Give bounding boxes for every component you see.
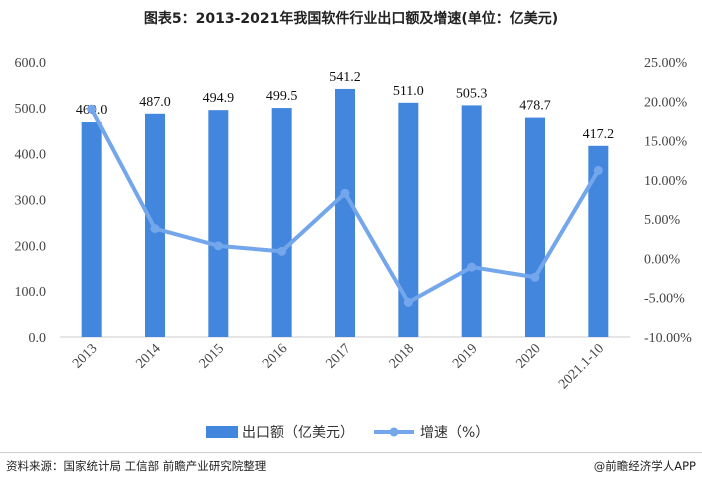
- growth-point: [150, 224, 160, 234]
- growth-point: [530, 272, 540, 282]
- bar-data-label: 541.2: [329, 70, 361, 85]
- right-axis-tick: -10.00%: [644, 331, 692, 346]
- growth-point: [403, 297, 413, 307]
- x-axis-tick: 2013: [70, 341, 100, 371]
- right-axis-tick: 5.00%: [644, 213, 681, 228]
- x-axis-tick: 2015: [197, 341, 227, 371]
- legend-line-marker: [389, 427, 399, 437]
- growth-point: [213, 241, 223, 251]
- bar-export: [208, 110, 229, 337]
- x-axis-tick: 2020: [513, 341, 543, 371]
- right-axis-tick: 15.00%: [644, 135, 688, 150]
- bar-export: [525, 117, 545, 338]
- bar-export: [335, 88, 355, 337]
- growth-point: [87, 104, 97, 114]
- source-note: 资料来源：国家统计局 工信部 前瞻产业研究院整理: [6, 459, 267, 473]
- chart-title: 图表5：2013-2021年我国软件行业出口额及增速(单位：亿美元): [143, 11, 559, 27]
- bar-data-label: 478.7: [519, 99, 551, 114]
- right-axis-tick: 25.00%: [644, 56, 688, 71]
- bar-data-label: 505.3: [456, 86, 488, 101]
- left-axis-tick: 300.0: [15, 194, 47, 209]
- left-axis-tick: 200.0: [15, 239, 47, 254]
- bar-export: [81, 122, 102, 338]
- growth-point: [593, 165, 603, 175]
- legend-bar-label: 出口额（亿美元）: [242, 425, 354, 441]
- growth-point: [467, 262, 477, 272]
- right-axis-tick: -5.00%: [644, 292, 685, 307]
- x-axis-tick: 2014: [133, 341, 163, 371]
- right-axis-tick: 0.00%: [644, 252, 681, 267]
- brand-label: @前瞻经济学人APP: [593, 459, 696, 473]
- left-axis-tick: 500.0: [15, 102, 47, 117]
- growth-point: [340, 188, 350, 198]
- legend-line-label: 增速（%）: [420, 425, 489, 441]
- left-axis-tick: 100.0: [15, 285, 47, 300]
- bar-export: [461, 105, 482, 337]
- growth-point: [277, 246, 287, 256]
- bar-data-label: 487.0: [139, 95, 171, 110]
- x-axis-tick: 2016: [260, 341, 290, 371]
- bar-data-label: 499.5: [266, 89, 298, 104]
- left-axis-tick: 400.0: [15, 148, 47, 163]
- bar-export: [398, 102, 419, 338]
- right-axis-tick: 10.00%: [644, 174, 688, 189]
- x-axis-tick: 2021.1-10: [556, 341, 607, 392]
- bar-data-label: 494.9: [203, 91, 235, 106]
- x-axis-tick: 2018: [387, 341, 417, 371]
- bar-export: [271, 108, 292, 337]
- x-axis-tick: 2017: [323, 341, 353, 371]
- left-axis-tick: 0.0: [29, 331, 47, 346]
- legend-bar-swatch: [206, 426, 238, 438]
- divider: [0, 452, 702, 453]
- x-axis-tick: 2019: [450, 341, 480, 371]
- left-axis-tick: 600.0: [15, 56, 47, 71]
- bar-export: [588, 145, 609, 337]
- bar-data-label: 511.0: [393, 84, 424, 99]
- bar-data-label: 417.2: [583, 127, 615, 142]
- right-axis-tick: 20.00%: [644, 95, 688, 110]
